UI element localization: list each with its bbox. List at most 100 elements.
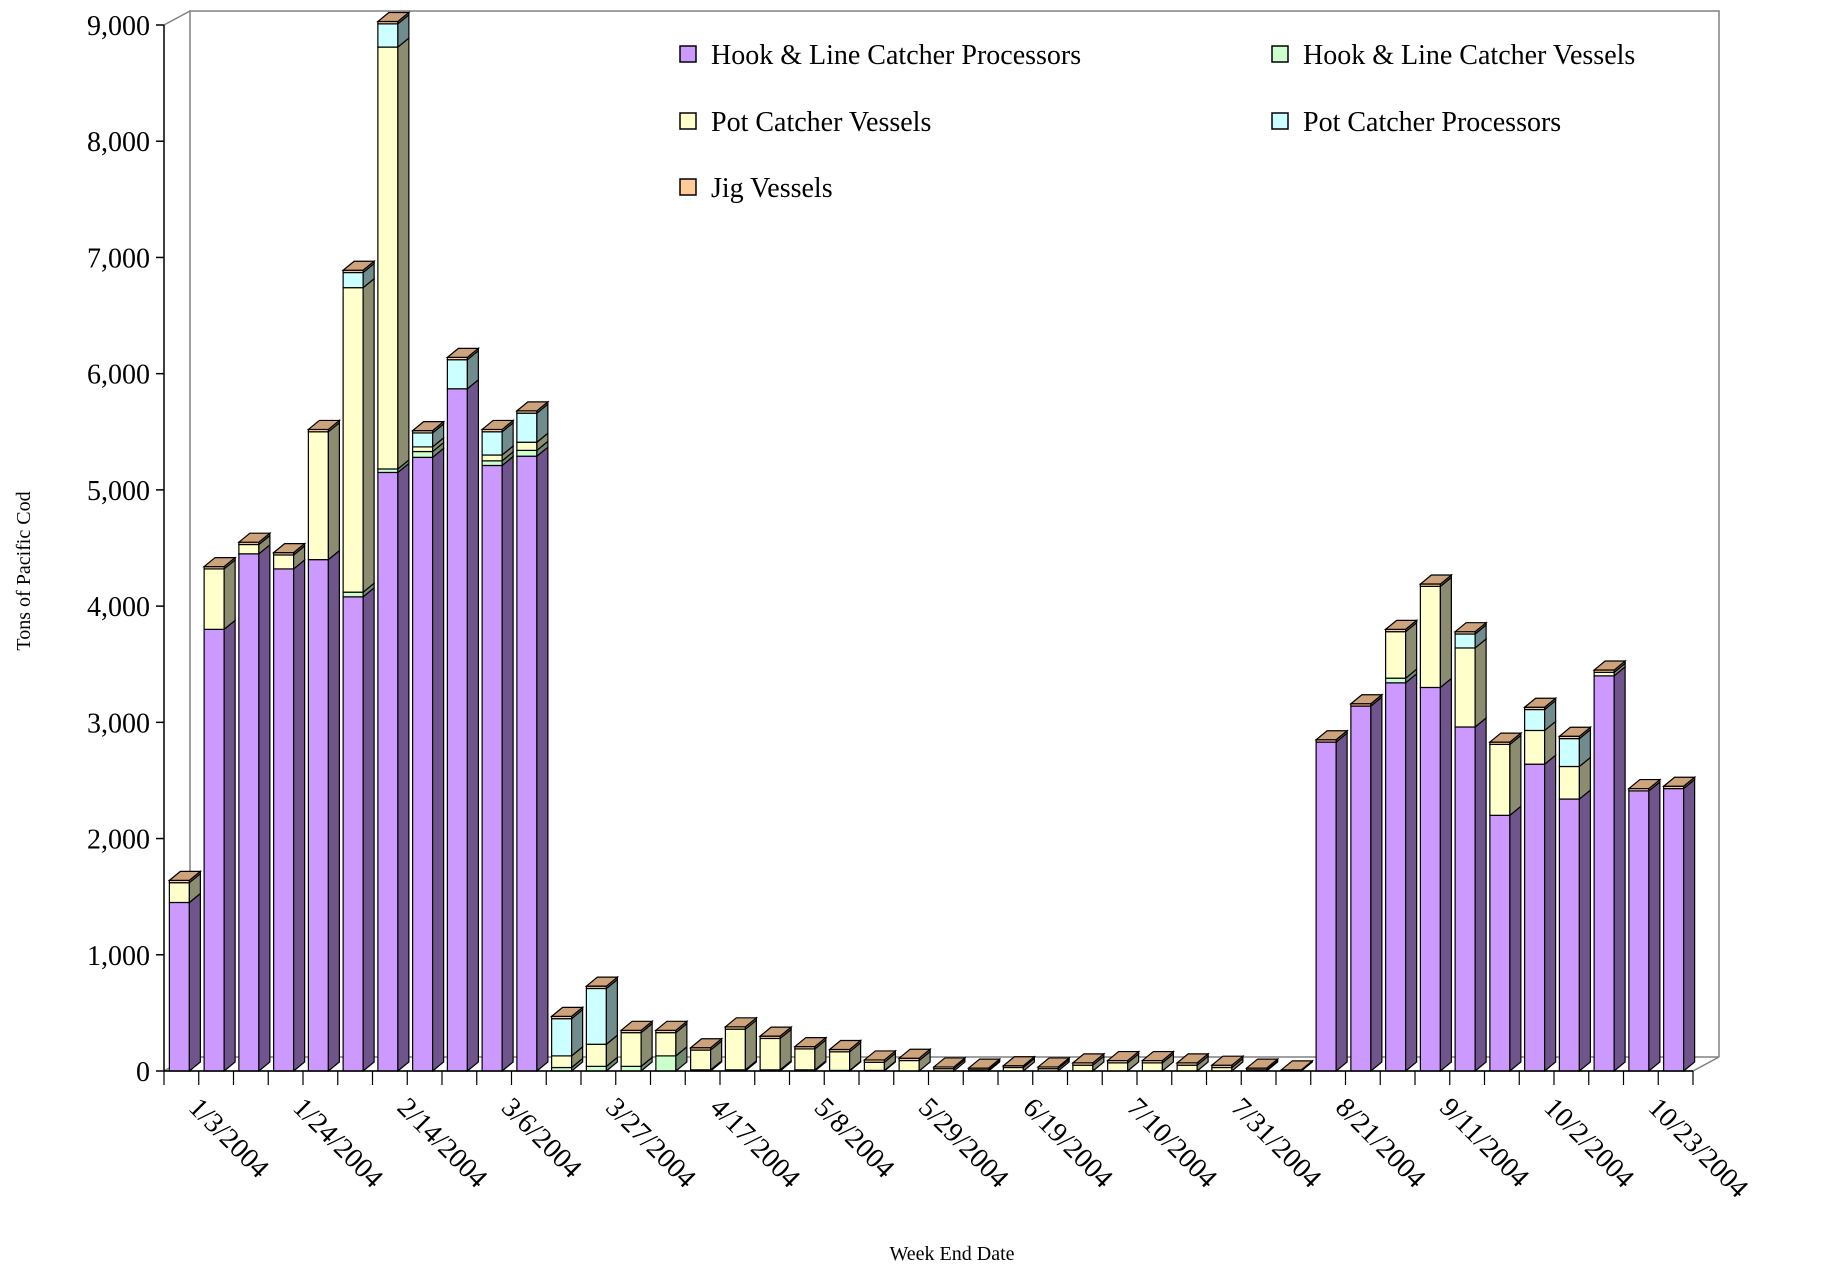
bar-segment-side (223, 558, 236, 631)
bar-top-cap (1244, 1058, 1280, 1069)
x-tick-label: 2/14/2004 (391, 1092, 493, 1194)
y-tick-label: 6,000 (87, 360, 150, 391)
y-tick-label: 4,000 (87, 592, 150, 623)
bar-top-cap (1383, 619, 1419, 630)
x-tick-label: 4/17/2004 (704, 1092, 806, 1194)
bar-top-cap (1071, 1053, 1106, 1064)
bar-segment-side (397, 36, 410, 471)
bar-segment-front (168, 901, 190, 1072)
bar-segment-front (1385, 682, 1407, 1072)
legend-swatch (679, 178, 697, 196)
bar-stack (1522, 696, 1558, 1073)
y-tick-label: 9,000 (87, 11, 150, 42)
bar-stack (376, 11, 411, 1073)
bar-top-cap (654, 1020, 689, 1031)
bar-segment-front (1385, 631, 1407, 679)
bar-stack (897, 1047, 932, 1073)
bar-segment-front (759, 1037, 781, 1071)
bar-segment-front (1315, 741, 1337, 1072)
bar-segment-front (516, 449, 538, 457)
bar-stack (584, 975, 620, 1073)
bar-top-cap (1661, 776, 1697, 787)
bar-segment-side (258, 543, 271, 1073)
bar-stack (758, 1025, 793, 1073)
bar-top-cap (1314, 730, 1349, 741)
bar-segment-front (1454, 633, 1476, 649)
bar-top-cap (1592, 660, 1627, 671)
x-tick-label: 3/6/2004 (495, 1092, 587, 1184)
bar-segment-front (1489, 743, 1511, 816)
bar-stack (1175, 1052, 1210, 1073)
x-tick-label: 7/31/2004 (1225, 1092, 1327, 1194)
bar-segment-side (1544, 753, 1557, 1073)
bar-top-cap (167, 870, 203, 881)
bar-top-cap (445, 347, 481, 358)
bar-top-cap (862, 1050, 898, 1061)
bar-stack (480, 419, 515, 1073)
bar-stack (445, 347, 481, 1073)
bar-segment-front (724, 1028, 746, 1071)
bar-segment-front (1107, 1062, 1129, 1072)
legend-item: Hook & Line Catcher Vessels (1271, 40, 1635, 71)
bar-segment-front (273, 554, 295, 570)
bar-segment-side (1509, 805, 1522, 1073)
bar-segment-front (273, 568, 295, 1072)
legend-label: Pot Catcher Vessels (711, 107, 931, 138)
bar-segment-front (481, 464, 503, 1072)
bar-segment-front (1454, 647, 1476, 728)
bar-stack (410, 420, 446, 1073)
bar-segment-front (238, 553, 260, 1072)
bar-stack (1383, 619, 1419, 1073)
bar-segment-front (1524, 763, 1546, 1072)
bar-segment-front (342, 271, 364, 289)
bar-segment-front (203, 568, 225, 630)
bar-segment-front (1524, 729, 1546, 765)
bar-stack (1071, 1052, 1106, 1073)
bar-top-cap (237, 532, 272, 543)
bar-segment-front (412, 456, 434, 1072)
bar-segment-side (1683, 778, 1696, 1073)
bar-segment-front (585, 987, 607, 1045)
bar-stack (1488, 731, 1523, 1073)
bar-segment-side (327, 549, 340, 1073)
legend-swatch (1271, 112, 1289, 130)
bar-top-cap (306, 419, 342, 431)
bar-top-cap (1488, 732, 1523, 743)
bar-segment-front (620, 1032, 642, 1067)
bar-segment-side (1335, 731, 1348, 1073)
bar-segment-front (412, 432, 434, 448)
bar-segment-side (605, 978, 618, 1046)
bar-segment-front (1628, 790, 1650, 1072)
x-tick-label: 5/29/2004 (912, 1092, 1014, 1194)
bar-stack (549, 1006, 585, 1073)
bars (167, 11, 1697, 1073)
x-tick-label: 1/3/2004 (182, 1092, 274, 1184)
bar-segment-side (1439, 677, 1452, 1073)
bar-top-cap (1175, 1053, 1210, 1064)
bar-top-cap (515, 401, 550, 412)
bar-top-cap (1557, 726, 1593, 737)
bar-stack (619, 1020, 654, 1073)
bar-segment-front (1663, 787, 1685, 1072)
bar-segment-front (863, 1061, 885, 1072)
bar-top-cap (376, 11, 411, 23)
bar-segment-front (446, 359, 468, 390)
bar-segment-front (690, 1049, 712, 1071)
legend-item: Pot Catcher Vessels (679, 107, 931, 138)
bar-stack (1627, 778, 1662, 1073)
bar-segment-side (1578, 788, 1591, 1073)
y-tick-label: 7,000 (87, 243, 150, 274)
bar-segment-side (1405, 672, 1418, 1073)
bar-segment-front (342, 596, 364, 1072)
bar-segment-front (1593, 675, 1615, 1072)
bar-segment-front (516, 455, 538, 1072)
x-tick-label: 9/11/2004 (1433, 1092, 1534, 1193)
bar-segment-front (238, 543, 260, 555)
bar-segment-front (1558, 738, 1580, 768)
bar-top-cap (1210, 1055, 1245, 1066)
bar-segment-front (342, 591, 364, 598)
legend-label: Jig Vessels (711, 173, 833, 204)
bar-stack (271, 542, 307, 1073)
bar-segment-side (1509, 734, 1522, 817)
bar-segment-front (481, 460, 503, 467)
